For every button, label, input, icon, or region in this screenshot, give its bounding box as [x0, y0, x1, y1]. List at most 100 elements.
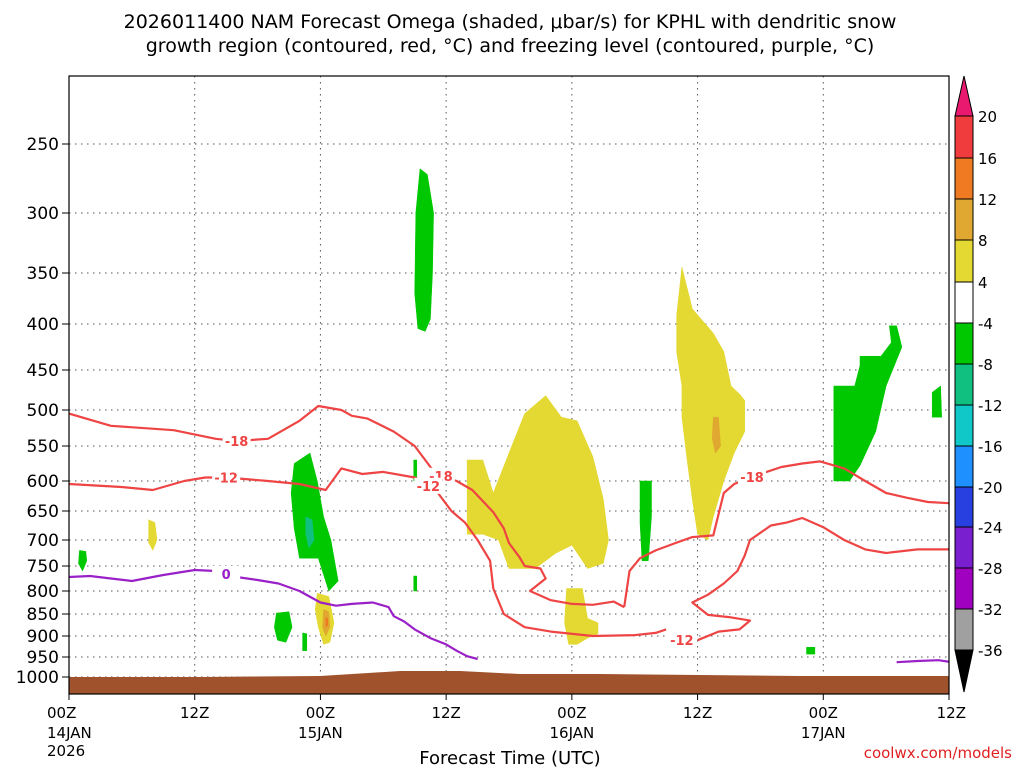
colorbar-label-11: -28: [978, 560, 1003, 578]
omega-region-right-descent-core: [711, 416, 721, 454]
y-tick-label-850: 850: [27, 605, 59, 625]
terrain: [69, 671, 949, 694]
credit-text: coolwx.com/models: [864, 744, 1012, 762]
y-tick-label-250: 250: [27, 135, 59, 155]
contour-minus18-upper-label-bg-0: [222, 432, 251, 449]
y-tick-label-800: 800: [27, 582, 59, 602]
colorbar-label-3: 8: [978, 232, 988, 250]
contour-minus12-lower-label-0: -12: [670, 634, 694, 649]
x-tick-label-4: 00Z: [557, 704, 586, 722]
colorbar-label-7: -12: [978, 397, 1003, 415]
contour-minus12-upper-label-bg-0: [212, 469, 241, 486]
colorbar-bin-4: [954, 281, 974, 324]
colorbar-label-12: -32: [978, 601, 1003, 619]
colorbar: 20 16 12 8 4 -4 -8 -12 -16 -20 -24 -28 -32 -36: [954, 75, 1003, 693]
y-tick-label-550: 550: [27, 437, 59, 457]
y-tick-label-600: 600: [27, 472, 59, 492]
x-tick-label-3: 12Z: [431, 704, 460, 722]
ground-surface: [69, 671, 949, 694]
colorbar-label-0: 20: [978, 108, 997, 126]
y-tick-label-900: 900: [27, 627, 59, 647]
freezing-level-label-0: 0: [222, 568, 231, 583]
contour-minus12-upper-label-bg-1: [414, 477, 443, 494]
freezing-level-right: [896, 659, 949, 664]
colorbar-bin-11: [954, 567, 974, 610]
colorbar-label-6: -8: [978, 356, 993, 374]
y-tick-label-750: 750: [27, 557, 59, 577]
y-tick-label-300: 300: [27, 204, 59, 224]
y-tick-label-500: 500: [27, 401, 59, 421]
plot-frame: [68, 75, 950, 695]
omega-region-left-small-descent: [148, 519, 158, 551]
omega-region-far-right-ascent: [833, 325, 903, 482]
colorbar-bin-6: [954, 363, 974, 406]
omega-region-left-small-ascent: [78, 550, 88, 572]
colorbar-bin-0: [954, 115, 974, 159]
y-tick-label-650: 650: [27, 502, 59, 522]
omega-region-tiny-ascent: [806, 647, 816, 655]
x-axis-title: Forecast Time (UTC): [419, 748, 600, 768]
y-tick-label-1000: 1000: [16, 668, 59, 688]
omega-region-edge-ascent: [931, 385, 942, 418]
colorbar-bin-12: [954, 608, 974, 651]
y-tick-label-450: 450: [27, 361, 59, 381]
colorbar-bin-8: [954, 445, 974, 488]
colorbar-label-1: 16: [978, 150, 997, 168]
colorbar-top-triangle: [954, 75, 974, 117]
omega-region-small-ascent-785: [413, 575, 418, 592]
colorbar-label-5: -4: [978, 315, 993, 333]
y-tick-label-350: 350: [27, 264, 59, 284]
y-tick-label-400: 400: [27, 315, 59, 335]
plot-background: [69, 76, 949, 694]
x-tick-date-4: 16JAN: [549, 724, 594, 742]
x-tick-label-1: 12Z: [180, 704, 209, 722]
chart-title-line2: growth region (contoured, red, °C) and f…: [146, 35, 875, 57]
omega-region-upper-ascent-cell: [414, 168, 434, 332]
omega-region-right-ascent-strip: [639, 480, 652, 562]
colorbar-bin-3: [954, 239, 974, 283]
y-axis: 2503003504004505005506006507007508008509…: [16, 135, 69, 688]
freezing-level-label-bg-0: [212, 566, 241, 582]
contour-minus12-upper-label-0: -12: [214, 472, 238, 487]
colorbar-label-10: -24: [978, 519, 1003, 537]
x-tick-label-7: 12Z: [937, 704, 966, 722]
y-tick-label-950: 950: [27, 648, 59, 668]
contour-minus18-upper-label-0: -18: [225, 435, 249, 450]
contour-minus12-lower-label-bg-0: [667, 632, 696, 649]
contour-minus18-right-label-0: -18: [740, 471, 764, 486]
omega-region-low-left-ascent-a: [274, 611, 293, 643]
colorbar-bin-2: [954, 198, 974, 241]
contour-minus18-right-label-bg-0: [738, 468, 767, 485]
omega-region-right-descent-column: [676, 266, 745, 541]
x-tick-label-0: 00Z: [47, 704, 76, 722]
x-tick-year-0: 2026: [47, 742, 85, 760]
colorbar-bin-5: [954, 322, 974, 365]
x-tick-label-6: 00Z: [809, 704, 838, 722]
y-tick-label-700: 700: [27, 531, 59, 551]
chart-title-line1: 2026011400 NAM Forecast Omega (shaded, μ…: [124, 11, 897, 33]
contour-minus12-lower: [691, 516, 949, 642]
omega-region-mid-ascent-core: [305, 516, 315, 549]
colorbar-bin-10: [954, 526, 974, 569]
x-tick-date-2: 15JAN: [298, 724, 343, 742]
x-tick-label-2: 00Z: [306, 704, 335, 722]
colorbar-bottom-triangle: [954, 649, 974, 693]
colorbar-bin-1: [954, 157, 974, 200]
colorbar-bin-7: [954, 404, 974, 447]
colorbar-label-9: -20: [978, 479, 1003, 497]
freezing-level: [69, 568, 478, 661]
contour-minus18-upper: [69, 404, 625, 609]
omega-region-low-descent-max: [325, 617, 329, 628]
x-tick-label-5: 12Z: [683, 704, 712, 722]
contour-labels: -18-18-12-12-12-180: [212, 432, 767, 649]
x-tick-date-6: 17JAN: [801, 724, 846, 742]
contour-minus12-upper-label-1: -12: [417, 480, 441, 495]
omega-region-low-left-ascent-b: [302, 632, 308, 651]
colorbar-bin-9: [954, 486, 974, 528]
colorbar-label-8: -16: [978, 438, 1003, 456]
colorbar-label-4: 4: [978, 274, 988, 292]
omega-shading: [78, 168, 942, 655]
omega-region-mid-ascent-column: [290, 452, 339, 592]
